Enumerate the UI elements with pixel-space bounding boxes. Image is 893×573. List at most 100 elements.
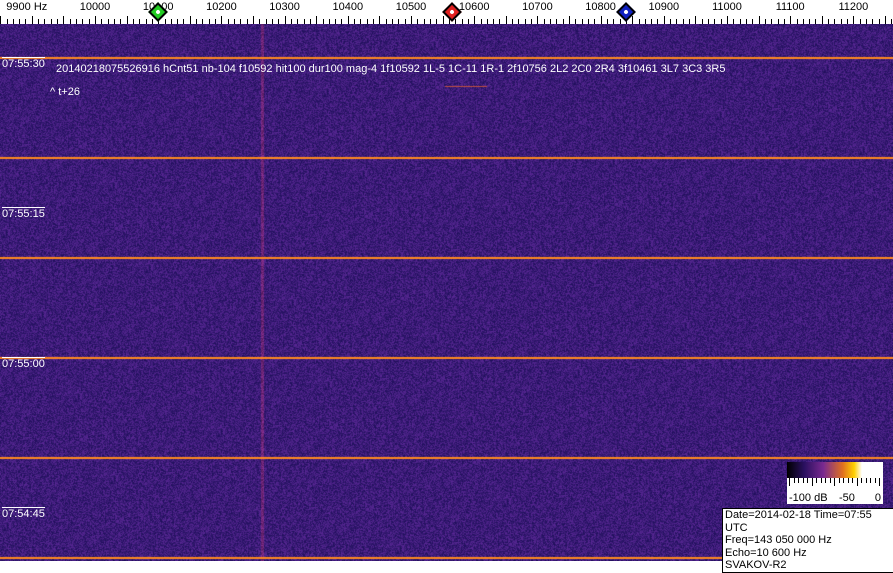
scale-tick [297,19,298,24]
time-label: 07:55:00 [2,357,45,370]
info-date-time: Date=2014-02-18 Time=07:55 UTC [725,509,872,534]
scale-tick [285,16,286,24]
colorbar-tick [820,478,822,483]
scale-tick [272,19,273,24]
colorbar-label: -50 [839,492,855,504]
colorbar-tick [847,478,849,483]
scale-tick [89,19,90,24]
scale-tick [386,19,387,24]
scale-tick [518,19,519,24]
scale-tick [866,19,867,24]
scale-tick [487,19,488,24]
scale-tick [651,19,652,24]
scale-tick [601,16,602,24]
frequency-label: 11100 [775,1,805,13]
colorbar-tick [829,478,831,483]
scale-tick [101,19,102,24]
scale-tick [57,19,58,24]
scale-tick [247,19,248,24]
scale-tick [626,19,627,24]
scale-tick [51,19,52,24]
scale-tick [803,19,804,24]
scale-tick [38,19,39,24]
colorbar-tick [825,478,826,483]
scale-tick [455,19,456,24]
scale-tick [348,16,349,24]
scale-tick [266,19,267,24]
scale-tick [139,19,140,24]
time-label: 07:55:30 [2,57,45,70]
scale-tick [108,19,109,24]
scale-tick [664,16,665,24]
scale-tick [639,19,640,24]
scale-tick [32,16,33,24]
scale-tick [620,19,621,24]
scale-tick [815,19,816,24]
scale-tick [468,19,469,24]
frequency-label: 11200 [838,1,869,13]
scale-tick [771,19,772,24]
scale-tick [645,19,646,24]
scale-tick [689,19,690,24]
frequency-label: 11000 [712,1,742,13]
scale-tick [310,19,311,24]
scale-tick [784,19,785,24]
color-gradient [787,462,883,478]
colorbar-tick [834,478,835,486]
scale-tick [733,19,734,24]
frequency-label: 10900 [648,1,680,13]
scale-tick [25,19,26,24]
info-echo: Echo=10 600 Hz [725,546,807,559]
time-label: 07:55:15 [2,207,45,220]
scale-tick [879,19,880,24]
scale-tick [721,19,722,24]
scale-tick [765,19,766,24]
scale-tick [449,19,450,24]
scale-tick [493,19,494,24]
scale-tick [171,19,172,24]
time-label: 07:54:45 [2,507,45,520]
scale-tick [569,16,570,24]
frequency-label: 10300 [269,1,300,13]
colorbar-tick [870,478,871,483]
scale-tick [544,19,545,24]
scale-tick [550,19,551,24]
frequency-label: 9900 Hz [6,1,48,13]
frequency-scale[interactable]: 9900 Hz100001010010200103001040010500106… [0,0,893,24]
scale-tick [196,19,197,24]
scale-tick [341,19,342,24]
scale-tick [114,19,115,24]
scale-tick [0,16,1,24]
scale-tick [778,19,779,24]
frequency-label: 10400 [332,1,364,13]
scale-tick [853,16,854,24]
colorbar-tick [865,478,867,483]
frequency-label: 10600 [458,1,490,13]
scale-tick [316,16,317,24]
scale-tick [209,19,210,24]
scale-tick [847,19,848,24]
scale-tick [177,19,178,24]
colorbar-tick [874,478,876,483]
scale-tick [657,19,658,24]
scale-tick [481,19,482,24]
scale-tick [714,19,715,24]
colorbar-tick [811,478,813,486]
scale-tick [215,19,216,24]
frequency-label: 10000 [79,1,111,13]
scale-tick [354,19,355,24]
scale-tick [367,19,368,24]
scale-tick [411,16,412,24]
colorbar-tick [856,478,858,486]
colorbar-tick [798,478,799,483]
scale-tick [752,19,753,24]
scale-tick [594,19,595,24]
colorbar-tick [802,478,804,483]
scale-tick [860,19,861,24]
scale-tick [809,19,810,24]
scale-tick [152,19,153,24]
scale-tick [436,19,437,24]
scale-tick [405,19,406,24]
scale-tick [398,19,399,24]
scale-tick [19,19,20,24]
